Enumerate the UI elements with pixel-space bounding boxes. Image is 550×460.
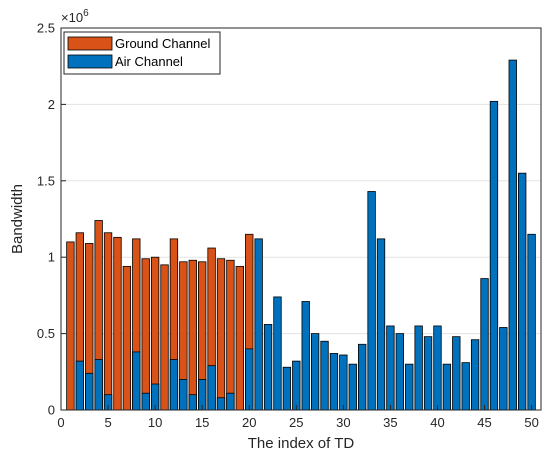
air-bar-20 xyxy=(245,348,254,411)
air-bar-43 xyxy=(461,362,470,411)
air-bar-30 xyxy=(339,354,348,411)
ground-bar-5 xyxy=(103,232,113,411)
x-axis-ticks: 0 5 10 15 20 25 30 35 40 45 50 xyxy=(57,405,539,430)
air-bar-17 xyxy=(216,397,226,411)
air-bar-27 xyxy=(310,333,320,411)
y-exponent-power: 6 xyxy=(83,8,89,19)
air-bar-23 xyxy=(273,296,282,411)
ground-bar-9 xyxy=(141,258,150,411)
legend-swatch-air xyxy=(67,54,113,69)
plot-frame xyxy=(60,27,542,411)
x-axis-label: The index of TD xyxy=(248,435,355,452)
y-axis-exponent: ×106 xyxy=(61,8,89,25)
x-tick-label-10: 10 xyxy=(148,415,162,430)
x-tick-label-25: 25 xyxy=(289,415,303,430)
y-tick-label-4: 2 xyxy=(48,97,55,112)
air-bar-37 xyxy=(405,363,414,411)
x-tick-label-0: 0 xyxy=(57,415,64,430)
air-bar-45 xyxy=(480,278,489,411)
air-bar-34 xyxy=(376,238,386,411)
air-bar-50 xyxy=(527,233,536,411)
y-tick-label-0: 0 xyxy=(48,403,55,418)
legend-label-air: Air Channel xyxy=(115,54,183,69)
y-axis-label: Bandwidth xyxy=(9,184,26,254)
air-bar-36 xyxy=(395,333,404,411)
air-bar-33 xyxy=(367,191,376,411)
air-bar-13 xyxy=(179,379,188,411)
air-bar-2 xyxy=(75,360,84,411)
air-bar-40 xyxy=(433,325,442,411)
ground-bar-7 xyxy=(122,265,132,411)
y-tick-label-2: 1 xyxy=(48,250,55,265)
ground-bar-18 xyxy=(226,259,235,411)
air-channel-bars xyxy=(75,59,536,411)
air-bar-31 xyxy=(348,363,357,411)
legend: Ground Channel Air Channel xyxy=(63,31,221,75)
air-bar-4 xyxy=(94,359,103,411)
air-bar-44 xyxy=(470,339,480,411)
air-bar-28 xyxy=(320,340,329,411)
x-tick-label-40: 40 xyxy=(430,415,444,430)
ground-bar-6 xyxy=(113,236,122,411)
legend-swatch-ground xyxy=(67,36,113,51)
ground-bar-17 xyxy=(216,258,226,411)
air-bar-8 xyxy=(132,351,141,411)
air-bar-48 xyxy=(508,59,517,411)
x-tick-label-20: 20 xyxy=(242,415,256,430)
ground-channel-bars xyxy=(66,220,254,411)
air-bar-25 xyxy=(292,360,301,411)
air-bar-47 xyxy=(499,327,508,411)
air-bar-21 xyxy=(254,238,263,411)
air-bar-42 xyxy=(452,336,461,411)
air-bar-3 xyxy=(85,372,94,411)
air-bar-16 xyxy=(207,365,216,411)
air-bar-46 xyxy=(489,100,499,411)
x-tick-label-5: 5 xyxy=(104,415,111,430)
air-bar-9 xyxy=(141,392,150,411)
x-tick-label-35: 35 xyxy=(383,415,397,430)
ground-bar-14 xyxy=(188,259,197,411)
air-bar-18 xyxy=(226,392,235,411)
x-tick-label-30: 30 xyxy=(336,415,350,430)
air-bar-38 xyxy=(414,325,423,411)
ground-bar-19 xyxy=(235,265,244,411)
y-axis-ticks: 0 0.5 1 1.5 2 2.5 xyxy=(37,21,66,418)
y-tick-label-1: 0.5 xyxy=(37,326,55,341)
x-tick-label-50: 50 xyxy=(524,415,538,430)
x-tick-label-45: 45 xyxy=(477,415,491,430)
y-tick-label-5: 2.5 xyxy=(37,21,55,36)
air-bar-12 xyxy=(169,359,179,411)
legend-label-ground: Ground Channel xyxy=(115,36,211,51)
air-bar-29 xyxy=(329,353,339,411)
air-bar-49 xyxy=(518,172,527,411)
air-bar-22 xyxy=(263,324,273,411)
ground-bar-11 xyxy=(160,264,169,411)
air-bar-24 xyxy=(282,366,292,411)
x-tick-label-15: 15 xyxy=(195,415,209,430)
air-bar-32 xyxy=(358,343,367,411)
air-bar-41 xyxy=(442,363,452,411)
air-bar-35 xyxy=(386,325,395,411)
air-bar-39 xyxy=(423,336,433,411)
ground-bar-1 xyxy=(66,241,75,411)
y-tick-label-3: 1.5 xyxy=(37,173,55,188)
y-exponent-base: ×10 xyxy=(61,10,83,25)
air-bar-26 xyxy=(301,301,310,411)
air-bar-14 xyxy=(188,394,197,411)
